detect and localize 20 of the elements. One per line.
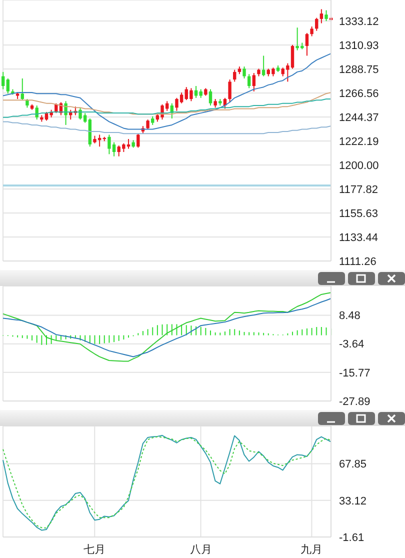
y-tick-label: 8.48 xyxy=(339,310,360,322)
y-tick-label: 67.85 xyxy=(339,458,367,471)
y-tick-label: 1222.19 xyxy=(339,136,379,148)
y-tick-label: -3.64 xyxy=(339,338,364,351)
y-tick-label: 1266.56 xyxy=(339,88,379,100)
y-tick-label: 33.12 xyxy=(339,495,367,508)
y-tick-label: 1177.82 xyxy=(339,184,378,196)
x-tick-label: 七月 xyxy=(84,542,106,556)
y-tick-label: 1111.26 xyxy=(339,256,376,268)
y-tick-label: 1133.44 xyxy=(339,232,378,244)
y-tick-label: 1310.93 xyxy=(339,40,379,52)
y-tick-label: 1244.37 xyxy=(339,112,379,124)
x-tick-label: 九月 xyxy=(300,542,323,556)
y-tick-label: -15.77 xyxy=(339,367,370,380)
y-tick-label: 1200.00 xyxy=(339,160,379,172)
y-tick-label: -1.61 xyxy=(339,532,364,544)
y-tick-label: 1155.63 xyxy=(339,208,378,220)
y-tick-label: -27.89 xyxy=(339,396,370,408)
y-tick-label: 1333.12 xyxy=(339,16,379,28)
y-tick-label: 1288.75 xyxy=(339,64,379,76)
